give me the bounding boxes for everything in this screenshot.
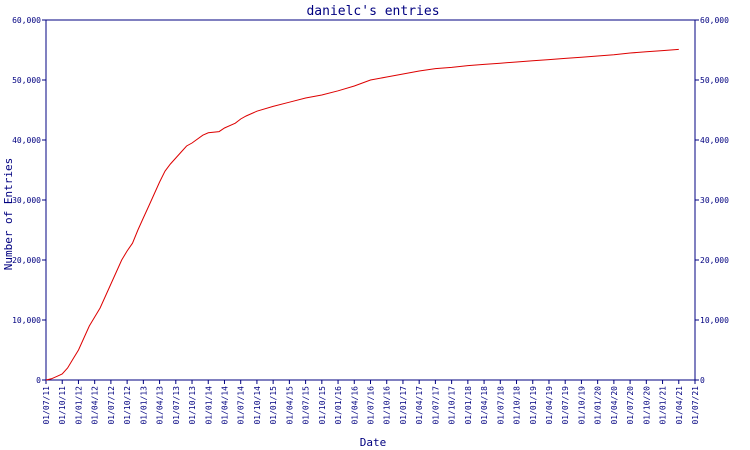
x-tick-label: 01/04/12 xyxy=(91,386,100,425)
y-axis-label: Number of Entries xyxy=(2,158,15,271)
y-tick-label-right: 10,000 xyxy=(700,316,729,325)
x-tick-label: 01/01/18 xyxy=(464,386,473,425)
x-tick-label: 01/01/17 xyxy=(399,386,408,425)
y-tick-label-left: 30,000 xyxy=(12,196,41,205)
x-tick-label: 01/04/13 xyxy=(156,386,165,425)
x-tick-label: 01/10/18 xyxy=(513,386,522,425)
x-tick-label: 01/10/12 xyxy=(123,386,132,425)
y-axis-left: 0 10,000 20,000 30,000 40,000 50,000 60,000 xyxy=(12,16,46,385)
y-tick-label-right: 30,000 xyxy=(700,196,729,205)
x-axis: 01/07/11 01/10/11 01/01/12 01/04/12 01/07/12… xyxy=(42,380,700,425)
x-tick-label: 01/10/13 xyxy=(188,386,197,425)
x-tick-label: 01/04/14 xyxy=(220,386,229,425)
y-tick-label-right: 60,000 xyxy=(700,16,729,25)
y-tick-label-left: 40,000 xyxy=(12,136,41,145)
x-tick-label: 01/04/19 xyxy=(545,386,554,425)
plot-frame xyxy=(45,19,696,381)
series-layer xyxy=(45,48,679,381)
x-tick-label: 01/01/13 xyxy=(139,386,148,425)
x-tick-label: 01/01/12 xyxy=(74,386,83,425)
axes-frame xyxy=(45,19,696,381)
x-tick-label: 01/10/17 xyxy=(448,386,457,425)
y-tick-label-right: 20,000 xyxy=(700,256,729,265)
x-tick-label: 01/07/20 xyxy=(626,386,635,425)
x-tick-label: 01/07/21 xyxy=(691,386,700,425)
x-tick-label: 01/07/19 xyxy=(561,386,570,425)
x-tick-label: 01/01/16 xyxy=(334,386,343,425)
y-tick-label-left: 60,000 xyxy=(12,16,41,25)
x-tick-label: 01/10/19 xyxy=(577,386,586,425)
x-tick-label: 01/04/15 xyxy=(285,386,294,425)
x-tick-label: 01/07/17 xyxy=(431,386,440,425)
x-tick-label: 01/04/17 xyxy=(415,386,424,425)
y-tick-label-right: 50,000 xyxy=(700,76,729,85)
x-tick-label: 01/04/18 xyxy=(480,386,489,425)
x-tick-label: 01/07/16 xyxy=(367,386,376,425)
x-tick-label: 01/07/15 xyxy=(302,386,311,425)
x-tick-label: 01/01/20 xyxy=(594,386,603,425)
x-tick-label: 01/07/13 xyxy=(172,386,181,425)
x-tick-label: 01/07/12 xyxy=(107,386,116,425)
y-tick-label-right: 0 xyxy=(700,376,705,385)
x-axis-label: Date xyxy=(360,436,387,449)
x-tick-label: 01/01/15 xyxy=(269,386,278,425)
x-tick-label: 01/01/21 xyxy=(659,386,668,425)
x-tick-label: 01/04/21 xyxy=(675,386,684,425)
y-axis-right: 0 10,000 20,000 30,000 40,000 50,000 60,000 xyxy=(695,16,729,385)
series-line xyxy=(45,48,679,381)
y-tick-label-left: 10,000 xyxy=(12,316,41,325)
x-tick-label: 01/07/14 xyxy=(237,386,246,425)
chart-title: danielc's entries xyxy=(306,4,439,19)
x-tick-label: 01/01/14 xyxy=(204,386,213,425)
x-tick-label: 01/10/11 xyxy=(58,386,67,425)
x-tick-label: 01/04/16 xyxy=(350,386,359,425)
x-tick-label: 01/10/16 xyxy=(383,386,392,425)
x-tick-label: 01/07/18 xyxy=(496,386,505,425)
x-tick-label: 01/01/19 xyxy=(529,386,538,425)
y-tick-label-right: 40,000 xyxy=(700,136,729,145)
x-tick-label: 01/10/15 xyxy=(318,386,327,425)
x-tick-label: 01/10/20 xyxy=(642,386,651,425)
y-tick-label-left: 20,000 xyxy=(12,256,41,265)
x-tick-label: 01/07/11 xyxy=(42,386,51,425)
y-tick-label-left: 0 xyxy=(36,376,41,385)
x-tick-label: 01/04/20 xyxy=(610,386,619,425)
x-tick-label: 01/10/14 xyxy=(253,386,262,425)
y-tick-label-left: 50,000 xyxy=(12,76,41,85)
